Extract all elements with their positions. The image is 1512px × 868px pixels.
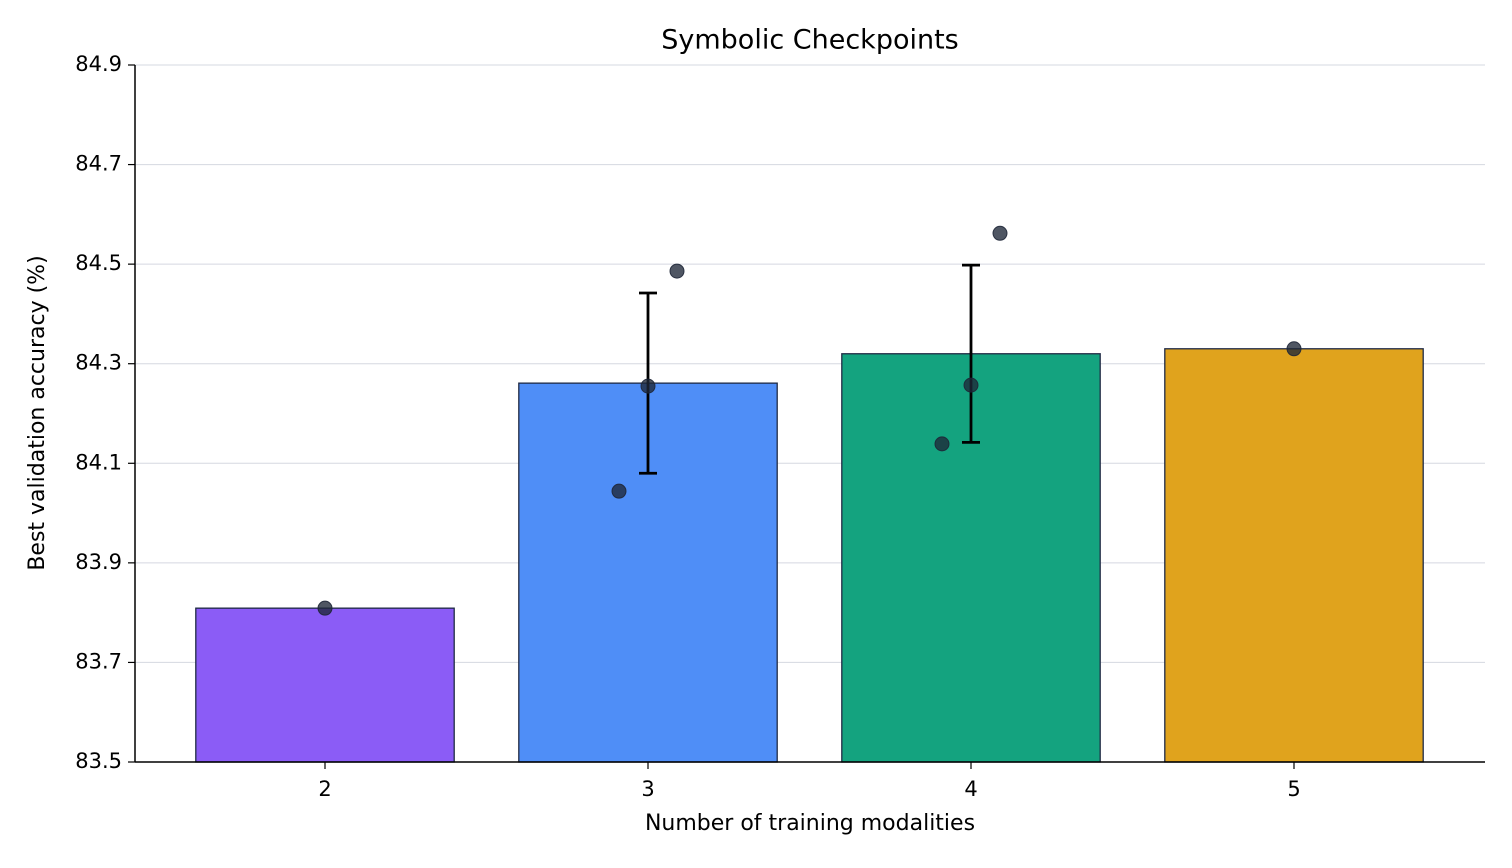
point [611, 483, 627, 499]
x-axis-label: Number of training modalities [645, 811, 975, 836]
y-tick-label: 84.5 [75, 251, 122, 275]
bar [1164, 348, 1424, 763]
y-tick-label: 84.9 [75, 52, 122, 76]
y-tick-label: 83.5 [75, 749, 122, 773]
bar [195, 607, 455, 763]
y-tick-label: 84.3 [75, 351, 122, 375]
point [317, 600, 333, 616]
point [669, 263, 685, 279]
point [963, 377, 979, 393]
point [992, 225, 1008, 241]
error-bar [962, 263, 980, 444]
y-tick-label: 83.7 [75, 649, 122, 673]
x-tick-label: 5 [1287, 777, 1300, 801]
y-tick-label: 83.9 [75, 550, 122, 574]
y-axis-label: Best validation accuracy (%) [25, 255, 50, 570]
x-tick-label: 2 [318, 777, 331, 801]
x-tick-label: 3 [641, 777, 654, 801]
point [934, 436, 950, 452]
chart-title: Symbolic Checkpoints [661, 25, 959, 56]
point [1286, 341, 1302, 357]
point [640, 378, 656, 394]
y-tick-label: 84.1 [75, 450, 122, 474]
x-tick-label: 4 [964, 777, 977, 801]
y-tick-label: 84.7 [75, 152, 122, 176]
